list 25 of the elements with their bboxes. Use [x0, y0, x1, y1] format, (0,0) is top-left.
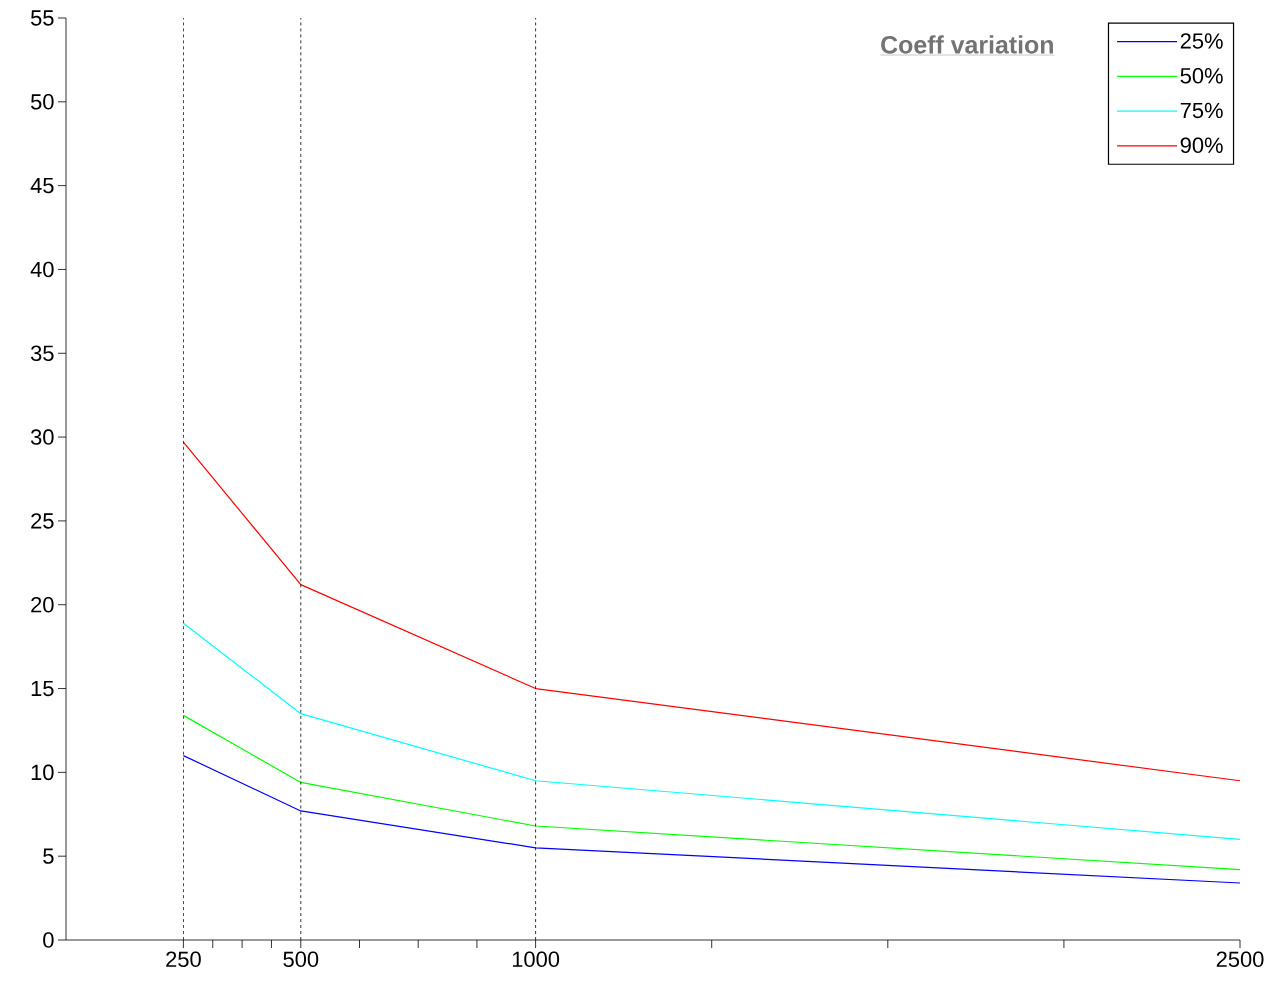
y-tick-label: 30 [30, 429, 54, 445]
legend-label: 90% [1180, 137, 1223, 153]
line-series [182, 755, 1241, 884]
y-tick-label: 20 [31, 596, 54, 613]
legend-label: 50% [1180, 67, 1223, 84]
line-series [182, 714, 1241, 871]
x-tick-label: 1000 [512, 951, 560, 968]
y-tick-label: 0 [43, 932, 54, 948]
legend-label: 25% [1180, 33, 1223, 49]
line-series [182, 441, 1241, 782]
y-tick-label: 25 [31, 513, 54, 529]
x-tick-label: 500 [283, 951, 319, 968]
legend-label: 75% [1180, 102, 1223, 119]
y-tick-label: 55 [30, 10, 54, 26]
y-tick-label: 35 [30, 345, 54, 362]
legend-title: Coeff variation [881, 35, 1053, 54]
y-tick-label: 50 [30, 94, 54, 110]
line-series [182, 622, 1241, 841]
y-tick-label: 40 [30, 261, 54, 278]
x-tick-label: 250 [166, 951, 201, 968]
y-tick-label: 5 [43, 848, 54, 864]
y-tick-label: 45 [30, 177, 54, 194]
x-tick-label: 2500 [1216, 951, 1264, 968]
y-tick-label: 10 [31, 764, 54, 781]
y-tick-label: 15 [31, 680, 54, 697]
